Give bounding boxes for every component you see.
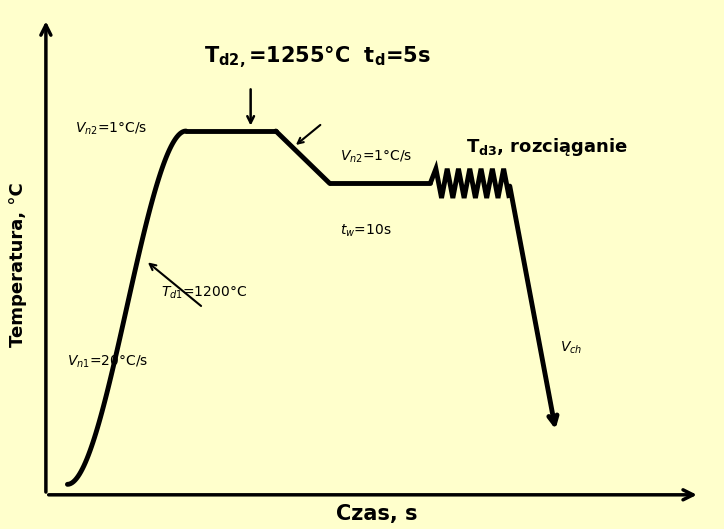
- Text: $\mathbf{T_{d3}}$, rozciąganie: $\mathbf{T_{d3}}$, rozciąganie: [466, 136, 628, 158]
- Text: Czas, s: Czas, s: [336, 504, 417, 524]
- Text: $V_{n2}$=1°C/s: $V_{n2}$=1°C/s: [75, 120, 147, 136]
- Text: $t_w$=10s: $t_w$=10s: [340, 222, 392, 239]
- Text: $V_{n2}$=1°C/s: $V_{n2}$=1°C/s: [340, 149, 413, 166]
- Text: $V_{ch}$: $V_{ch}$: [560, 340, 582, 357]
- Text: $T_{d1}$=1200°C: $T_{d1}$=1200°C: [161, 285, 247, 302]
- Text: $\mathbf{T_{d2,}}$=1255°C  $\mathbf{t_d}$=5s: $\mathbf{T_{d2,}}$=1255°C $\mathbf{t_d}$…: [204, 45, 431, 70]
- Text: Temperatura, °C: Temperatura, °C: [9, 182, 27, 347]
- Text: $V_{n1}$=20°C/s: $V_{n1}$=20°C/s: [67, 353, 148, 370]
